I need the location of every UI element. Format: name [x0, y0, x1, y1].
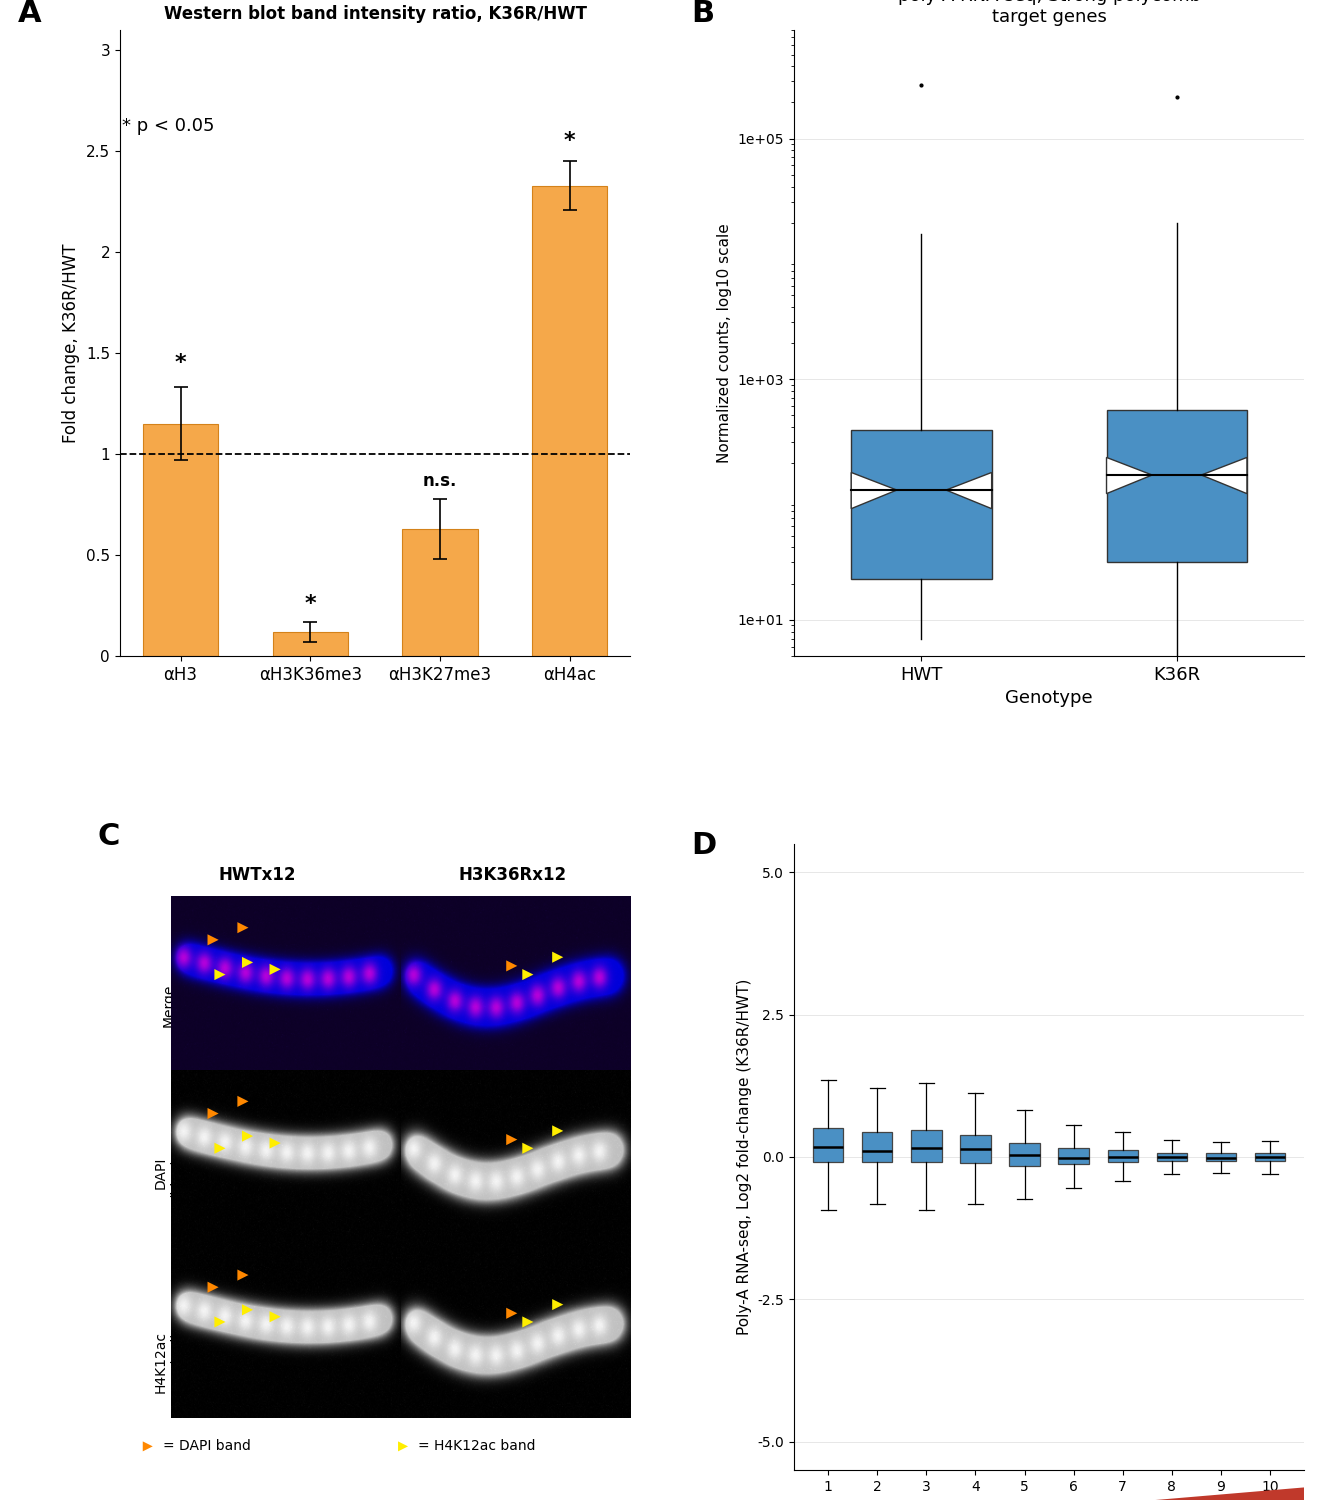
Text: *: * [305, 594, 315, 613]
Text: *: * [174, 354, 186, 374]
Polygon shape [852, 472, 897, 508]
PathPatch shape [912, 1130, 941, 1162]
Text: = H4K12ac band: = H4K12ac band [418, 1440, 536, 1454]
PathPatch shape [1255, 1154, 1286, 1161]
Text: *: * [564, 130, 575, 152]
Text: = DAPI band: = DAPI band [164, 1440, 252, 1454]
FancyBboxPatch shape [852, 430, 992, 579]
PathPatch shape [1009, 1143, 1040, 1166]
Text: B: B [692, 0, 715, 27]
Bar [532, 186, 607, 656]
Text: A: A [17, 0, 41, 27]
FancyBboxPatch shape [1106, 411, 1247, 562]
Text: * p < 0.05: * p < 0.05 [122, 117, 214, 135]
Text: HWTx12: HWTx12 [218, 867, 297, 885]
PathPatch shape [813, 1128, 844, 1161]
Title: Western blot band intensity ratio, K36R/HWT: Western blot band intensity ratio, K36R/… [164, 4, 587, 22]
PathPatch shape [1058, 1149, 1089, 1164]
Polygon shape [1202, 458, 1247, 494]
Polygon shape [946, 472, 992, 508]
Text: n.s.: n.s. [423, 472, 457, 490]
PathPatch shape [1206, 1154, 1236, 1161]
Text: H4K12ac
(red): H4K12ac (red) [153, 1330, 184, 1392]
Y-axis label: Poly-A RNA-seq, Log2 fold-change (K36R/HWT): Poly-A RNA-seq, Log2 fold-change (K36R/H… [737, 980, 752, 1335]
Text: D: D [692, 831, 717, 861]
Bar [142, 424, 218, 656]
Y-axis label: Normalized counts, log10 scale: Normalized counts, log10 scale [717, 224, 732, 464]
X-axis label: Genotype: Genotype [1005, 690, 1093, 708]
Bar [402, 530, 478, 656]
Text: H3K36Rx12: H3K36Rx12 [459, 867, 567, 885]
Text: Merge: Merge [161, 984, 176, 1026]
Bar [273, 632, 347, 656]
Text: DAPI
(blue): DAPI (blue) [153, 1156, 184, 1198]
PathPatch shape [1157, 1154, 1187, 1161]
Title: poly-A RNA-seq, Strong polycomb
target genes: poly-A RNA-seq, Strong polycomb target g… [897, 0, 1201, 26]
PathPatch shape [1107, 1150, 1138, 1162]
PathPatch shape [862, 1132, 893, 1161]
Polygon shape [1106, 458, 1153, 494]
Y-axis label: Fold change, K36R/HWT: Fold change, K36R/HWT [63, 243, 80, 442]
PathPatch shape [960, 1134, 990, 1162]
Polygon shape [793, 1488, 1304, 1500]
Text: C: C [97, 822, 120, 850]
